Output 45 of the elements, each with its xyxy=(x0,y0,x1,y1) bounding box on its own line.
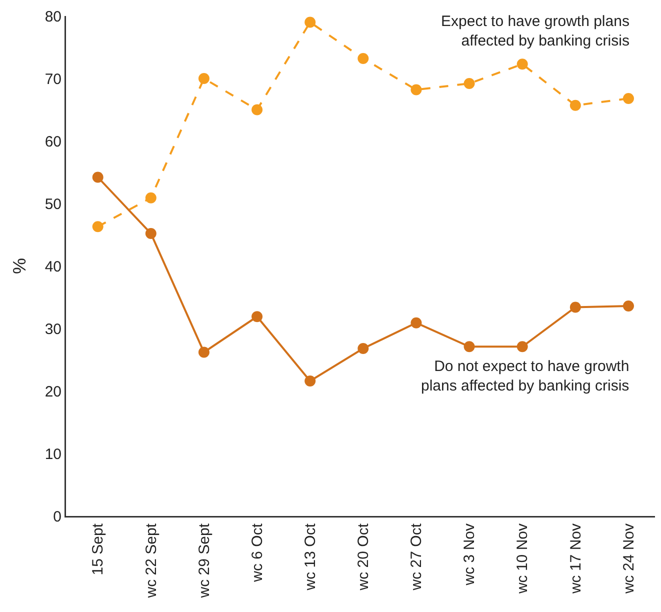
point xyxy=(410,317,422,328)
y-tick-label: 10 xyxy=(44,446,62,463)
point xyxy=(252,104,263,116)
point xyxy=(198,73,210,84)
x-tick-label: wc 22 Sept xyxy=(142,522,160,599)
point xyxy=(358,53,369,64)
x-tick-label: wc 29 Sept xyxy=(196,522,213,599)
x-tick-label: wc 3 Nov xyxy=(461,523,478,586)
point xyxy=(304,16,316,28)
y-tick-label: 30 xyxy=(44,320,62,338)
y-tick-label: 40 xyxy=(44,258,62,276)
series-label: Expect to have growth plans affected by banking crisis xyxy=(441,13,630,50)
x-tick-label: wc 6 Oct xyxy=(248,522,266,583)
point xyxy=(92,221,104,232)
point xyxy=(570,100,581,111)
y-tick-label: 60 xyxy=(44,133,62,150)
series-label: Do not expect to have growth plans affected by banking crisis xyxy=(421,358,630,394)
point xyxy=(570,302,581,313)
point xyxy=(198,346,210,358)
y-tick-label: 20 xyxy=(44,383,62,400)
x-tick-label: wc 20 Oct xyxy=(355,522,372,592)
x-tick-label: wc 17 Nov xyxy=(567,523,584,595)
point xyxy=(622,93,634,104)
point xyxy=(304,376,316,386)
y-tick-label: 0 xyxy=(53,508,62,526)
point xyxy=(410,84,422,96)
point xyxy=(464,78,475,89)
point xyxy=(145,228,156,239)
x-tick-label: wc 27 Oct xyxy=(408,522,426,592)
point xyxy=(516,341,528,352)
point xyxy=(622,300,634,312)
point xyxy=(92,172,104,183)
x-tick-label: wc 13 Oct xyxy=(302,522,319,592)
point xyxy=(358,343,369,354)
point xyxy=(516,58,528,70)
x-tick-label: 15 Sept xyxy=(90,522,107,576)
x-tick-label: wc 24 Nov xyxy=(620,523,638,595)
point xyxy=(464,341,475,352)
y-axis-title: % xyxy=(9,258,30,274)
y-tick-label: 50 xyxy=(44,196,62,213)
point xyxy=(252,311,263,322)
y-tick-label: 70 xyxy=(44,70,62,88)
point xyxy=(145,192,156,204)
x-tick-label: wc 10 Nov xyxy=(514,523,532,595)
y-tick-label: 80 xyxy=(44,8,62,26)
